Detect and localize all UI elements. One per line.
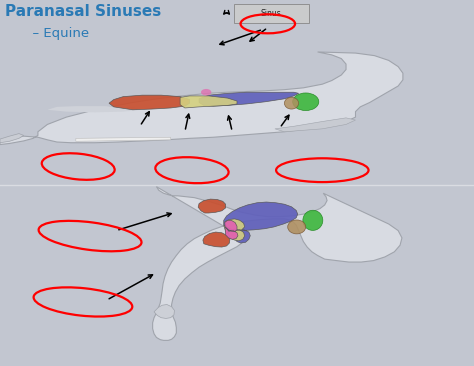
Ellipse shape	[201, 89, 211, 96]
FancyBboxPatch shape	[0, 185, 474, 366]
Polygon shape	[224, 219, 245, 241]
Polygon shape	[76, 137, 171, 141]
Ellipse shape	[292, 93, 319, 111]
Polygon shape	[224, 202, 298, 243]
Ellipse shape	[288, 220, 306, 234]
FancyBboxPatch shape	[234, 4, 309, 23]
Polygon shape	[153, 187, 402, 340]
Polygon shape	[198, 199, 226, 213]
Polygon shape	[47, 106, 142, 112]
Ellipse shape	[303, 210, 323, 231]
Polygon shape	[180, 96, 237, 108]
Polygon shape	[0, 134, 24, 143]
Text: Sinus: Sinus	[261, 9, 282, 18]
FancyBboxPatch shape	[0, 0, 474, 185]
Polygon shape	[203, 232, 230, 247]
Polygon shape	[199, 92, 299, 106]
Ellipse shape	[284, 97, 299, 109]
Polygon shape	[0, 52, 403, 145]
Polygon shape	[109, 95, 190, 110]
Text: – Equine: – Equine	[24, 27, 89, 41]
Polygon shape	[275, 118, 356, 132]
Polygon shape	[225, 220, 238, 239]
Text: Paranasal Sinuses: Paranasal Sinuses	[5, 4, 161, 19]
Polygon shape	[154, 305, 174, 318]
